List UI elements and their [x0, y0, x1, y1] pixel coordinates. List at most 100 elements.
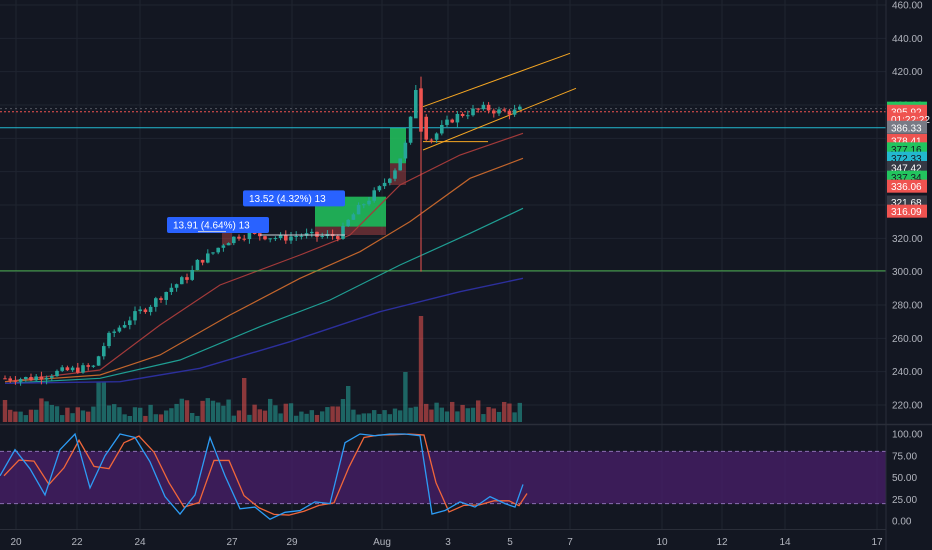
candle-body	[8, 378, 12, 381]
price-tag-label: 316.09	[891, 207, 922, 218]
volume-bar	[299, 411, 304, 422]
volume-bar	[450, 401, 455, 422]
candle-body	[481, 104, 486, 110]
price-tag-label: 386.33	[891, 123, 922, 134]
candle-body	[466, 115, 470, 117]
candle-body	[273, 238, 278, 240]
wedge-trendlines[interactable]	[422, 52, 577, 151]
stoch-d-line	[3, 433, 528, 516]
volume-bar	[75, 407, 80, 422]
volume-bar	[13, 411, 18, 422]
volume-bar	[377, 413, 382, 422]
candle-body	[476, 108, 480, 110]
candle-body	[518, 106, 522, 110]
time-tick-label: 3	[445, 537, 451, 548]
price-tick-label: 260.00	[892, 334, 923, 345]
candle-body	[372, 190, 376, 201]
volume-bar	[356, 414, 361, 422]
volume-bar	[132, 407, 138, 422]
candle-body	[65, 367, 70, 371]
volume-bar	[429, 409, 434, 422]
volume-bar	[117, 407, 122, 422]
candle-body	[159, 298, 163, 300]
candle-body	[512, 109, 517, 115]
candle-body	[414, 90, 418, 119]
volume-bar	[54, 406, 60, 422]
volume-bar	[502, 401, 507, 422]
candle-body	[185, 277, 189, 280]
volume-bar	[288, 403, 294, 422]
candle-body	[76, 367, 80, 373]
volume-bar	[158, 414, 164, 422]
time-tick-label: Aug	[373, 537, 391, 548]
candle-body	[377, 186, 382, 191]
candle-body	[398, 158, 402, 171]
candle-body	[24, 377, 28, 380]
volume-bar	[231, 415, 236, 422]
candle-body	[164, 291, 168, 300]
volume-bar	[164, 410, 169, 422]
candle-body	[18, 379, 23, 382]
volume-bar	[195, 415, 200, 422]
volume-bar	[18, 411, 23, 422]
volume-bar	[496, 411, 502, 422]
oscillator-tick-label: 75.00	[892, 451, 917, 462]
volume-bar	[262, 410, 268, 422]
volume-bar	[8, 409, 13, 422]
time-tick-label: 5	[507, 537, 513, 548]
candle-body	[408, 116, 413, 143]
candle-body	[195, 259, 200, 270]
volume-bar	[106, 405, 112, 422]
candle-body	[440, 124, 444, 134]
candle-body	[44, 377, 49, 380]
candle-body	[122, 325, 127, 328]
candle-body	[356, 204, 361, 215]
stoch-rsi-pane	[0, 432, 886, 521]
measure-tools[interactable]: 13.91 (4.64%) 13 13.52 (4.32%) 13	[167, 190, 345, 236]
candle-body	[492, 110, 496, 114]
candle-body	[148, 306, 153, 313]
volume-bar	[91, 406, 96, 422]
time-axis: 20 22 24 27 29 Aug 3 5 7 10 12 14 17	[10, 537, 883, 548]
candle-body	[190, 269, 194, 280]
volume-bars	[2, 316, 522, 422]
oscillator-tick-label: 25.00	[892, 495, 917, 506]
candle-body	[320, 236, 324, 238]
candle-body	[34, 376, 38, 381]
candle-body	[70, 367, 75, 371]
price-tag-label: 337.34	[891, 173, 922, 184]
candle-body	[50, 376, 54, 378]
volume-bar	[325, 407, 330, 422]
volume-bar	[309, 410, 314, 422]
volume-bar	[23, 415, 28, 422]
price-tag-label: 01:22:22	[891, 115, 930, 126]
measure-label-box	[243, 190, 345, 207]
price-tick-label: 440.00	[892, 34, 923, 45]
volume-bar	[169, 408, 174, 422]
candle-body	[455, 114, 460, 123]
candle-body	[117, 327, 122, 332]
volume-bar	[210, 400, 216, 422]
candle-body	[346, 219, 350, 226]
ma-long-line	[4, 207, 524, 384]
candle-body	[278, 234, 283, 239]
oscillator-tick-label: 50.00	[892, 473, 917, 484]
volume-bar	[49, 404, 54, 422]
volume-bar	[455, 411, 460, 422]
candle-body	[211, 252, 215, 254]
candle-body	[102, 346, 106, 357]
volume-bar	[153, 414, 158, 422]
candle-body	[450, 119, 454, 123]
volume-bar	[226, 399, 231, 422]
candle-body	[310, 231, 314, 234]
volume-bar	[242, 378, 247, 422]
time-tick-label: 12	[716, 537, 728, 548]
price-tick-label: 300.00	[892, 267, 923, 278]
volume-bar	[200, 400, 205, 422]
volume-bar	[127, 415, 132, 422]
volume-bar	[143, 415, 148, 422]
candle-body	[393, 170, 397, 179]
price-tags: 397.81395.9201:22:22386.33378.41377.1637…	[887, 101, 930, 218]
volume-bar	[122, 414, 127, 422]
